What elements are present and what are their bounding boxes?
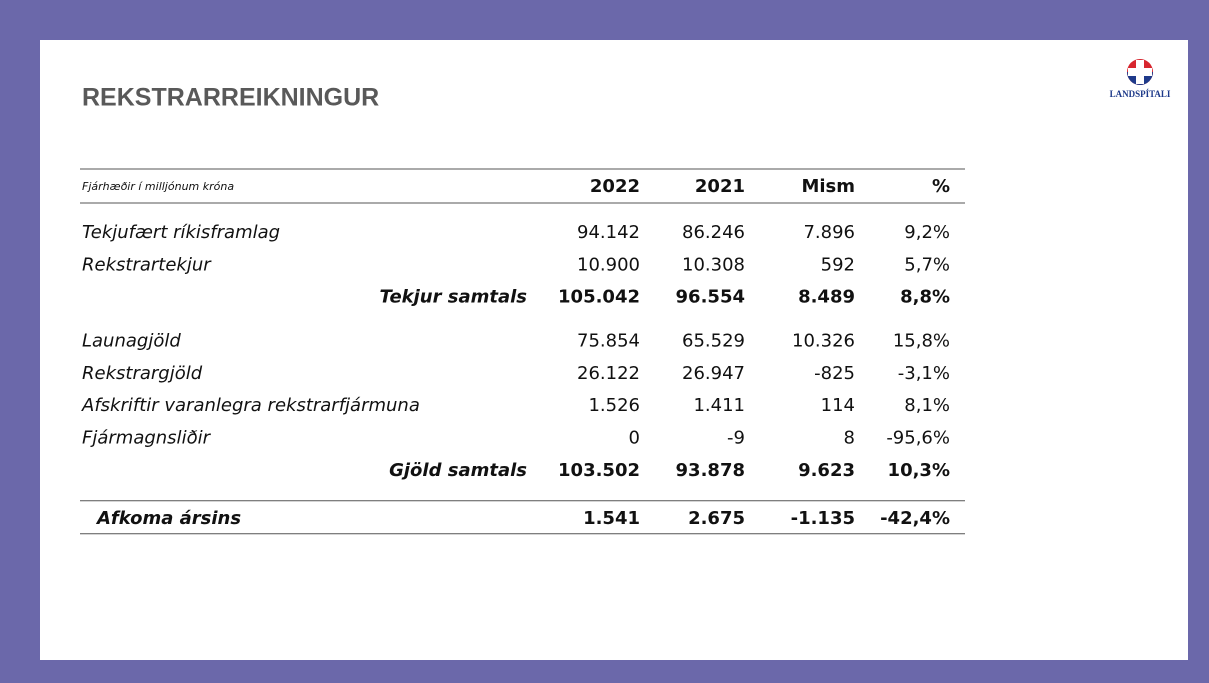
logo-text: LANDSPÍTALI	[1110, 89, 1171, 99]
cell-value: 86.246	[682, 222, 745, 243]
row-label: Rekstrartekjur	[82, 254, 212, 275]
cell-value: 103.502	[558, 460, 640, 481]
cell-value: 15,8%	[893, 331, 950, 352]
row-label: Launagjöld	[82, 331, 181, 352]
cell-value: 592	[821, 254, 855, 275]
cell-value: 96.554	[676, 287, 745, 308]
column-header: 2022	[590, 176, 640, 197]
cell-value: -825	[814, 363, 855, 384]
cell-value: 105.042	[558, 287, 640, 308]
slide-background	[40, 40, 1188, 660]
total-label: Tekjur samtals	[379, 287, 527, 308]
cell-value: 0	[629, 428, 640, 449]
cell-value: -95,6%	[886, 428, 950, 449]
cell-value: 8.489	[798, 287, 855, 308]
row-label: Afskriftir varanlegra rekstrarfjármuna	[81, 395, 420, 416]
cell-value: 10.308	[682, 254, 745, 275]
cell-value: 10.900	[577, 254, 640, 275]
slide-title: REKSTRARREIKNINGUR	[82, 84, 379, 112]
cell-value: 93.878	[676, 460, 745, 481]
cell-value: -42,4%	[880, 508, 950, 529]
cell-value: -3,1%	[898, 363, 950, 384]
cell-value: 8,1%	[904, 395, 950, 416]
logo: LANDSPÍTALI	[1110, 59, 1171, 99]
cell-value: 8	[844, 428, 855, 449]
column-header: Mism	[801, 176, 855, 197]
cell-value: 1.526	[588, 395, 640, 416]
cell-value: 8,8%	[900, 287, 950, 308]
row-label: Fjármagnsliðir	[82, 428, 212, 449]
row-label: Rekstrargjöld	[82, 363, 203, 384]
cell-value: 9.623	[798, 460, 855, 481]
cell-value: 1.411	[693, 395, 745, 416]
column-header: 2021	[695, 176, 745, 197]
column-header: %	[932, 176, 950, 197]
cell-value: 26.947	[682, 363, 745, 384]
cell-value: 9,2%	[904, 222, 950, 243]
cell-value: -9	[727, 428, 745, 449]
table-caption: Fjárhæðir í milljónum króna	[82, 180, 234, 193]
cell-value: 10,3%	[888, 460, 950, 481]
total-label: Gjöld samtals	[389, 460, 527, 481]
row-label: Tekjufært ríkisframlag	[82, 222, 280, 243]
result-label: Afkoma ársins	[95, 508, 241, 529]
cell-value: 114	[821, 395, 855, 416]
cell-value: 94.142	[577, 222, 640, 243]
cell-value: 26.122	[577, 363, 640, 384]
cell-value: 10.326	[792, 331, 855, 352]
cell-value: -1.135	[791, 508, 855, 529]
logo-cross-h	[1128, 68, 1152, 76]
cell-value: 7.896	[803, 222, 855, 243]
cell-value: 5,7%	[904, 254, 950, 275]
cell-value: 75.854	[577, 331, 640, 352]
cell-value: 1.541	[583, 508, 640, 529]
cell-value: 2.675	[688, 508, 745, 529]
cell-value: 65.529	[682, 331, 745, 352]
